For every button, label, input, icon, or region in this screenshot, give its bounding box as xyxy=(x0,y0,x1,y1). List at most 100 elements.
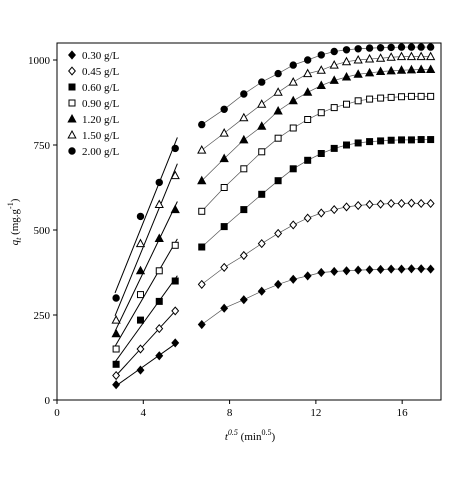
marker xyxy=(365,44,374,52)
marker xyxy=(377,94,385,102)
marker xyxy=(406,51,417,61)
marker xyxy=(197,175,207,185)
marker xyxy=(407,264,416,274)
marker xyxy=(329,75,339,84)
y-tick-label: 1000 xyxy=(28,55,51,67)
y-label-part: (mg.g xyxy=(9,208,21,237)
marker xyxy=(303,213,312,223)
marker xyxy=(289,220,298,230)
marker xyxy=(317,267,326,278)
marker xyxy=(304,116,312,123)
marker xyxy=(198,207,206,215)
marker xyxy=(342,266,351,276)
marker xyxy=(365,199,374,210)
legend-marker xyxy=(68,66,76,76)
fit-line xyxy=(114,201,178,332)
marker xyxy=(257,99,267,108)
legend-label: 0.45 g/L xyxy=(82,66,120,78)
marker xyxy=(407,198,416,208)
marker xyxy=(387,43,395,52)
marker xyxy=(354,200,363,211)
legend-marker xyxy=(68,83,76,91)
marker xyxy=(416,64,426,74)
marker xyxy=(220,262,229,272)
marker xyxy=(343,141,351,149)
y-tick-label: 0 xyxy=(45,395,51,407)
marker xyxy=(303,271,312,281)
x-tick-label: 16 xyxy=(397,407,409,419)
marker xyxy=(317,51,325,59)
marker xyxy=(274,177,282,185)
y-tick-label: 250 xyxy=(34,310,51,322)
marker xyxy=(354,265,363,275)
marker xyxy=(274,228,283,238)
marker xyxy=(258,190,266,198)
marker xyxy=(303,87,313,96)
marker xyxy=(365,265,374,275)
x-tick-label: 0 xyxy=(54,407,60,419)
marker xyxy=(171,338,180,348)
marker xyxy=(240,165,248,173)
marker xyxy=(220,184,228,191)
marker xyxy=(387,198,396,209)
marker xyxy=(154,199,164,208)
marker xyxy=(170,170,180,180)
marker xyxy=(416,51,426,61)
x-label-part: ) xyxy=(271,431,275,443)
marker xyxy=(417,264,426,274)
marker xyxy=(330,47,338,56)
marker xyxy=(274,134,282,142)
fit-curve xyxy=(201,202,431,285)
marker xyxy=(112,360,120,368)
marker xyxy=(330,205,339,215)
marker xyxy=(387,93,395,101)
marker xyxy=(220,223,228,231)
fit-curve xyxy=(201,46,431,125)
legend-label: 0.90 g/L xyxy=(82,98,120,110)
marker xyxy=(258,148,266,156)
x-label-part: (min xyxy=(238,431,262,443)
legend-marker xyxy=(68,99,76,107)
marker xyxy=(342,202,351,212)
marker xyxy=(398,136,406,144)
marker xyxy=(426,51,436,61)
marker xyxy=(354,97,362,105)
fit-line xyxy=(114,275,178,363)
marker xyxy=(135,265,146,275)
marker xyxy=(366,138,374,146)
marker xyxy=(136,316,144,324)
marker xyxy=(239,250,248,261)
marker xyxy=(112,345,120,353)
marker xyxy=(426,198,435,209)
marker xyxy=(171,241,179,249)
marker xyxy=(377,137,385,145)
marker xyxy=(341,56,352,66)
marker xyxy=(274,69,282,78)
marker xyxy=(397,264,406,274)
x-axis-label: t0.5 (min0.5) xyxy=(225,428,276,443)
marker xyxy=(111,328,121,338)
marker xyxy=(426,64,436,74)
marker xyxy=(316,65,326,74)
fit-curve xyxy=(201,268,431,325)
legend-label: 1.20 g/L xyxy=(82,114,120,126)
marker xyxy=(330,144,338,152)
marker xyxy=(354,45,362,53)
legend-marker xyxy=(67,113,77,123)
marker xyxy=(274,279,283,289)
legend-label: 1.50 g/L xyxy=(82,130,120,142)
marker xyxy=(407,136,415,144)
y-axis-label: qt (mg.g-1) xyxy=(6,198,23,245)
x-label-part: 0.5 xyxy=(261,428,271,437)
marker xyxy=(364,53,375,63)
marker xyxy=(197,279,206,289)
marker xyxy=(273,105,283,115)
y-label-part: q xyxy=(9,239,21,245)
marker xyxy=(303,56,312,64)
marker xyxy=(257,239,266,249)
marker xyxy=(257,121,267,130)
marker xyxy=(136,344,145,354)
marker xyxy=(353,69,363,78)
